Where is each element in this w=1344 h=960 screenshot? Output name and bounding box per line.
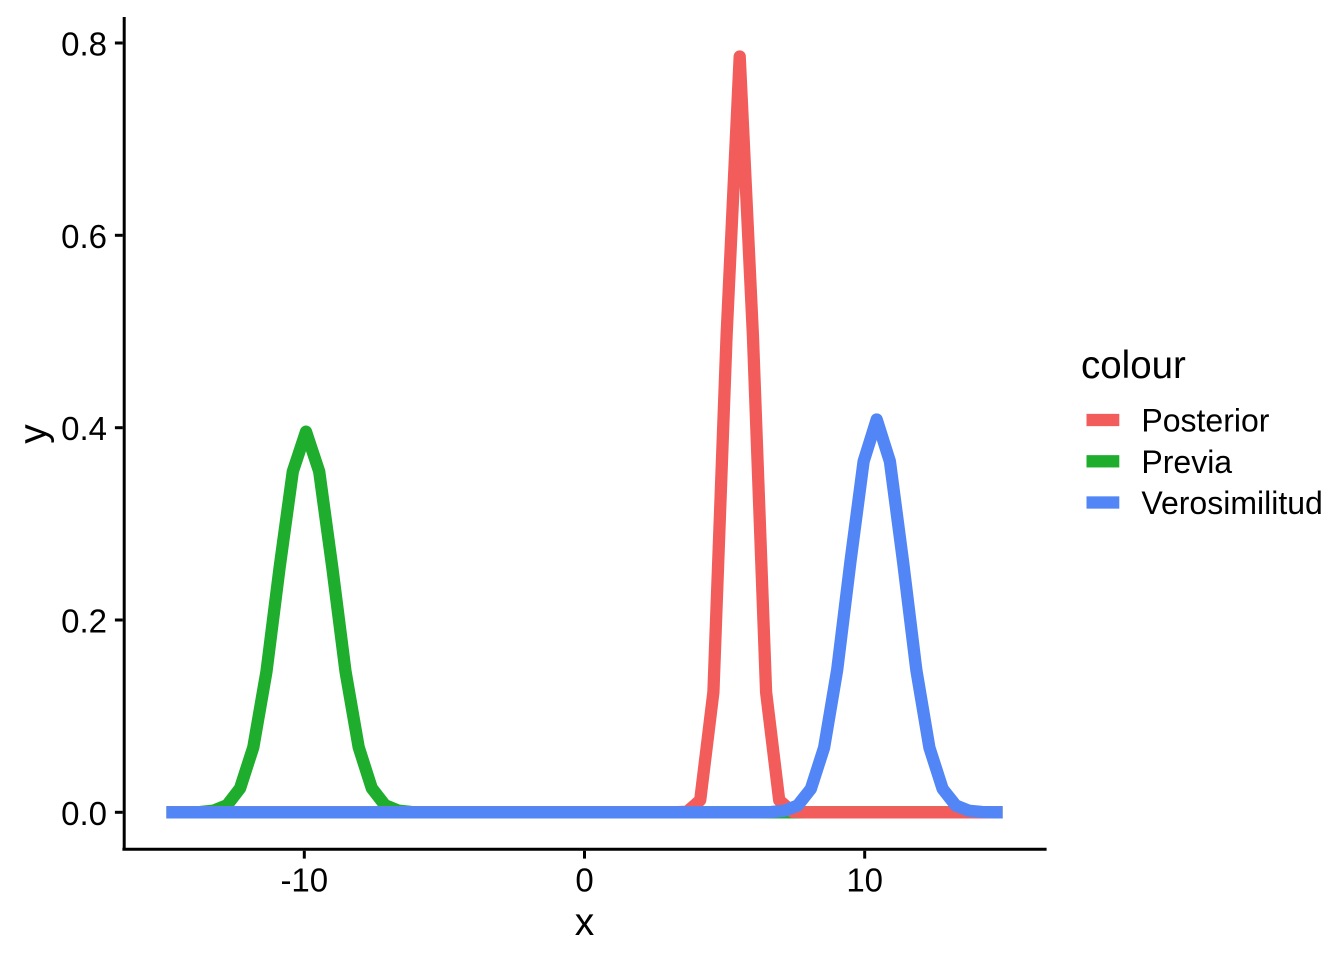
svg-text:colour: colour — [1081, 344, 1186, 387]
svg-text:0.2: 0.2 — [61, 603, 107, 640]
svg-text:-10: -10 — [280, 862, 328, 899]
svg-text:0: 0 — [575, 862, 593, 899]
svg-text:Verosimilitud: Verosimilitud — [1141, 485, 1322, 521]
svg-text:10: 10 — [846, 862, 883, 899]
svg-text:0.6: 0.6 — [61, 218, 107, 255]
svg-text:0.0: 0.0 — [61, 795, 107, 832]
svg-text:x: x — [575, 901, 595, 944]
svg-text:Posterior: Posterior — [1141, 403, 1269, 439]
svg-text:0.4: 0.4 — [61, 410, 107, 447]
svg-text:0.8: 0.8 — [61, 26, 107, 63]
svg-text:y: y — [12, 424, 55, 444]
svg-text:Previa: Previa — [1141, 444, 1232, 480]
